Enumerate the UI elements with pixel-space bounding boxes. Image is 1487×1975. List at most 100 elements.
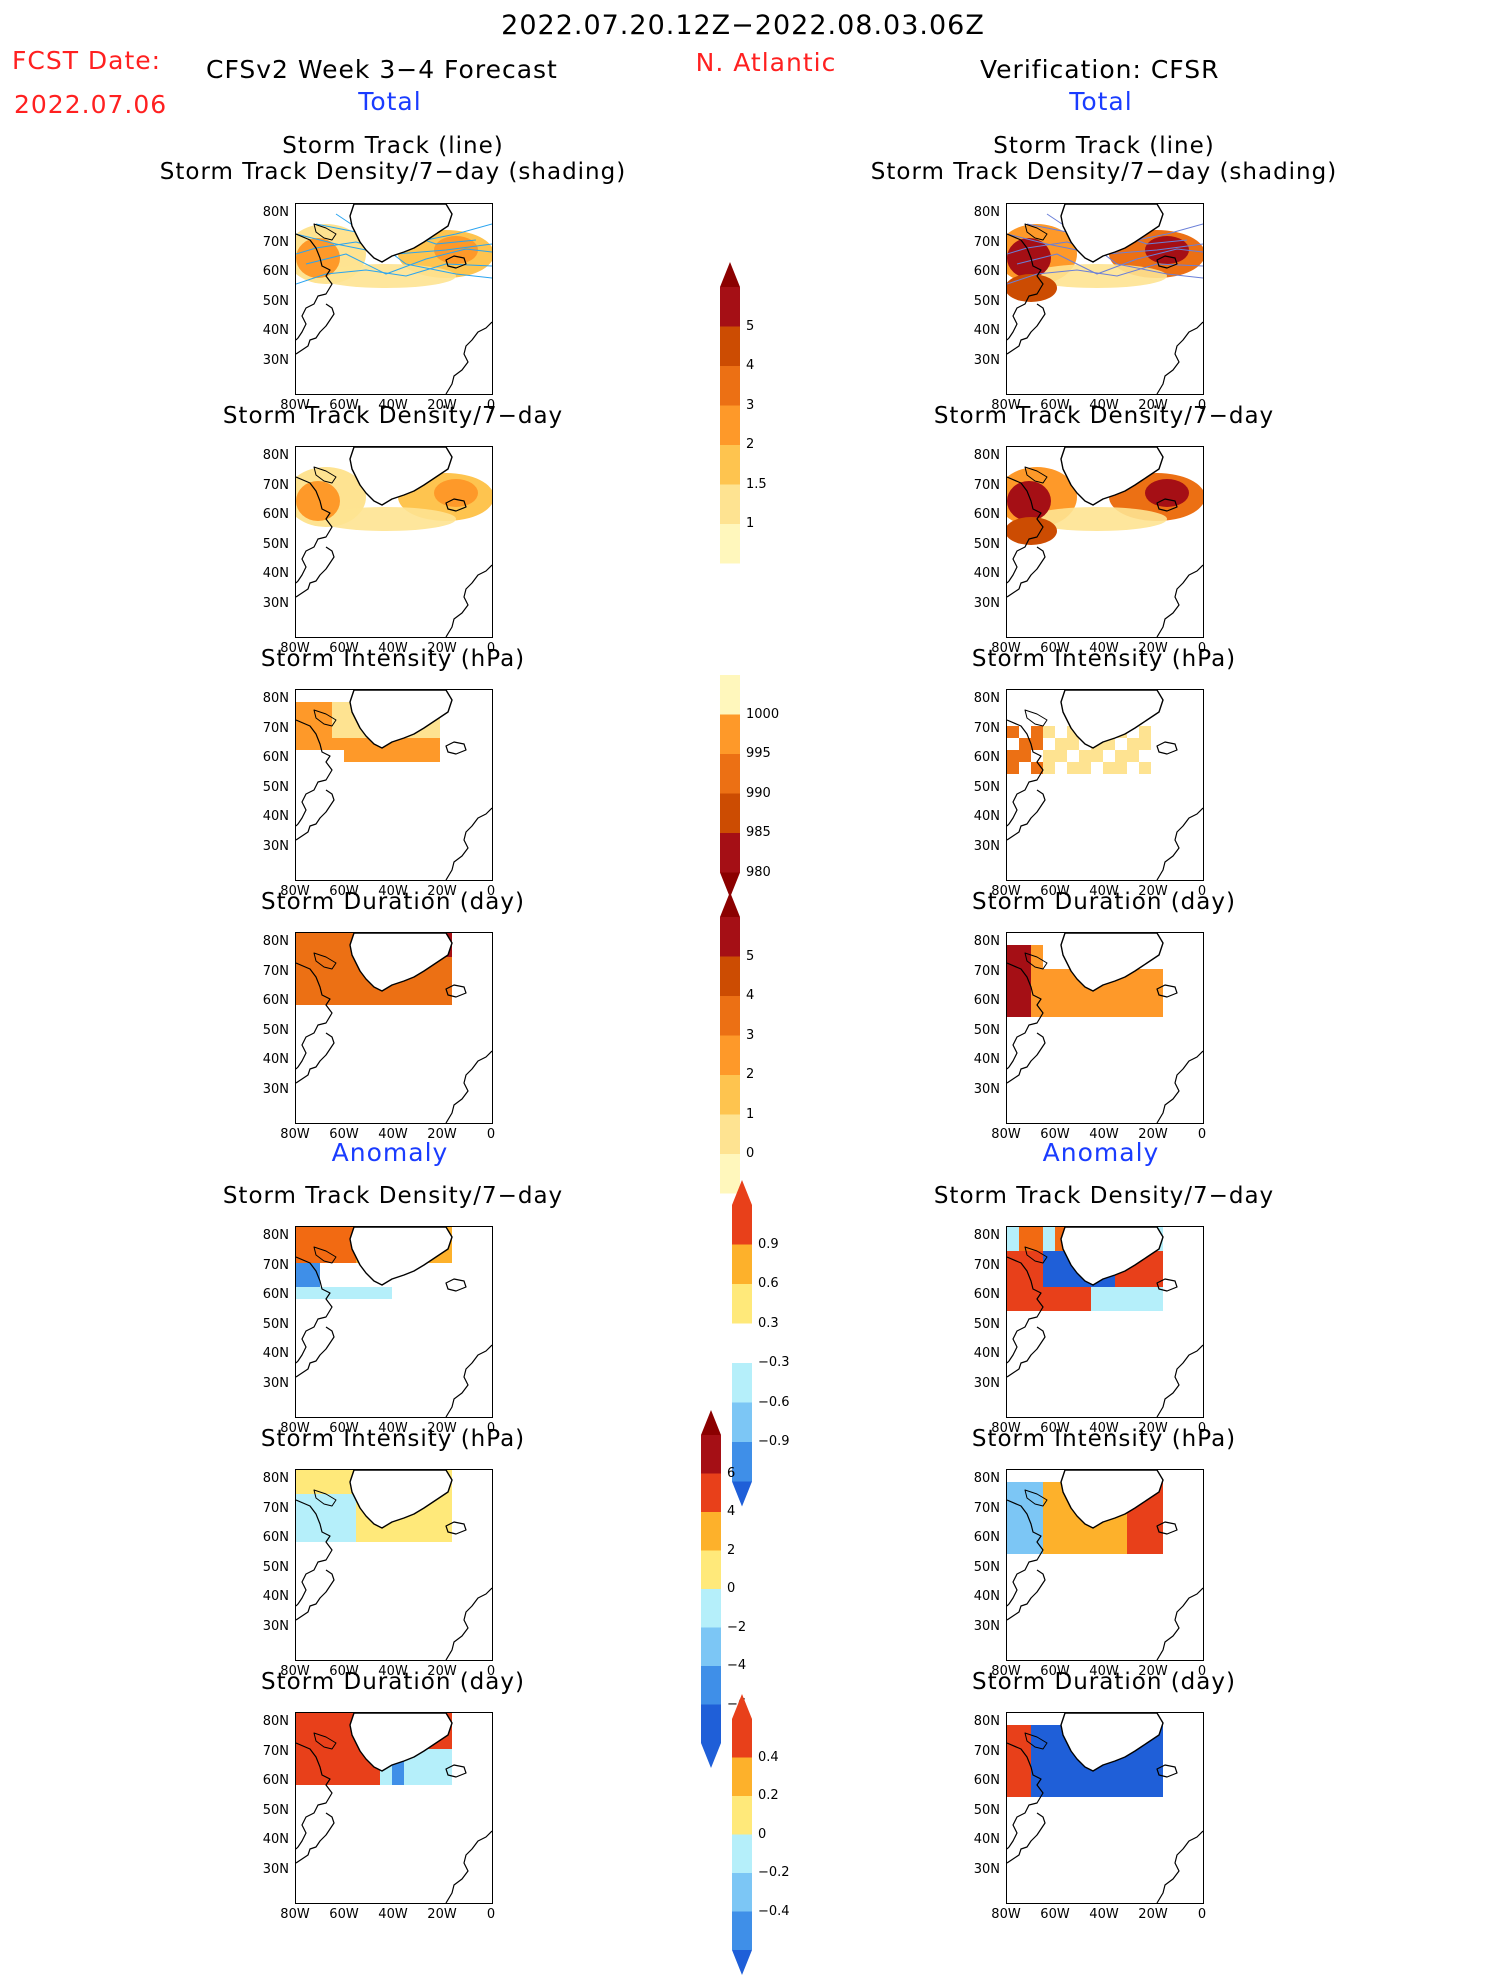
- iceland-coast: [445, 1521, 467, 1535]
- lon-tick-label: 20W: [1138, 641, 1168, 656]
- lat-tick-label: 60N: [262, 1287, 289, 1302]
- shading-cell: [1019, 1482, 1031, 1494]
- shading-cell: [1043, 1506, 1055, 1518]
- shading-cell: [1055, 1761, 1067, 1773]
- shading-cell: [1007, 1773, 1019, 1785]
- colorbar-top-arrow: [720, 650, 740, 675]
- shading-cell: [344, 1761, 356, 1773]
- map-panel: [295, 446, 493, 638]
- colorbar-segment: [720, 287, 740, 327]
- shading-cell: [332, 702, 344, 714]
- shading-cell: [344, 1773, 356, 1785]
- north-america-coast: [296, 1032, 335, 1084]
- iceland-coast: [1156, 255, 1178, 269]
- shading-cell: [1055, 993, 1067, 1005]
- shading-cell: [320, 726, 332, 738]
- shading-cell: [308, 1470, 320, 1482]
- colorbar-tick-label: 980: [746, 864, 771, 880]
- lon-tick-label: 40W: [378, 641, 408, 656]
- shading-cell: [1115, 981, 1127, 993]
- map-panel: [295, 689, 493, 881]
- shading-cell: [428, 1506, 440, 1518]
- lat-tick-label: 40N: [262, 1052, 289, 1067]
- lon-tick-label: 80W: [280, 884, 310, 899]
- lon-tick-label: 0: [486, 1127, 496, 1142]
- shading-cell: [428, 726, 440, 738]
- lat-tick-label: 30N: [973, 838, 1000, 854]
- panel-title: Storm Track Density/7−day: [222, 403, 564, 429]
- shading-cell: [320, 1749, 332, 1761]
- shading-cell: [440, 969, 452, 981]
- shading-cell: [332, 1470, 344, 1482]
- colorbar-segment: [701, 1512, 721, 1551]
- colorbar-segment: [701, 1666, 721, 1705]
- shading-cell: [1043, 1749, 1055, 1761]
- iceland-coast: [1156, 984, 1178, 998]
- lon-tick-label: 20W: [427, 398, 457, 413]
- shading-cell: [1151, 1506, 1163, 1518]
- shading-cell: [1151, 1251, 1163, 1263]
- shading-cell: [1103, 1785, 1115, 1797]
- shading-cell: [1127, 1287, 1139, 1299]
- lon-tick-label: 0: [1197, 1907, 1207, 1922]
- map-svg: [296, 933, 492, 1123]
- lon-tick-label: 20W: [427, 1907, 457, 1922]
- shading-cell: [428, 1749, 440, 1761]
- colorbar-tick-label: 985: [746, 825, 771, 840]
- right-anomaly-label: Anomaly: [1042, 1138, 1160, 1167]
- shading-cell: [296, 933, 308, 945]
- shading-cell: [332, 957, 344, 969]
- shading-cell: [1151, 1005, 1163, 1017]
- intensity-anom-colorbar: [697, 1410, 727, 1768]
- shading-cell: [1115, 1005, 1127, 1017]
- shading-cell: [332, 1749, 344, 1761]
- shading-cell: [1067, 1761, 1079, 1773]
- intensity-total-colorbar: [716, 650, 746, 898]
- shading-cell: [1127, 1299, 1139, 1311]
- shading-cell: [1019, 1494, 1031, 1506]
- lon-tick-label: 60W: [1040, 1664, 1070, 1679]
- shading-cell: [1007, 957, 1019, 969]
- lon-tick-label: 20W: [1138, 1664, 1168, 1679]
- shading-cell: [1031, 738, 1043, 750]
- map-svg: [1007, 447, 1203, 637]
- lat-tick-label: 40N: [973, 323, 1000, 338]
- shading-cell: [1079, 1287, 1091, 1299]
- colorbar-tick-label: −0.6: [758, 1394, 790, 1410]
- shading-cell: [392, 1773, 404, 1785]
- shading-cell: [296, 702, 308, 714]
- shading-cell: [1007, 1275, 1019, 1287]
- shading-cell: [1007, 1239, 1019, 1251]
- colorbar-segment: [732, 1873, 752, 1912]
- shading-cell: [1007, 726, 1019, 738]
- shading-blob: [316, 264, 456, 288]
- shading-cell: [1079, 1005, 1091, 1017]
- shading-cell: [1019, 1251, 1031, 1263]
- shading-cell: [308, 1227, 320, 1239]
- map-svg: [1007, 1227, 1203, 1417]
- shading-cell: [1007, 762, 1019, 774]
- lat-tick-label: 40N: [973, 566, 1000, 581]
- panel-title: Storm Duration (day): [261, 1669, 525, 1695]
- shading-cell: [1139, 762, 1151, 774]
- shading-cell: [1127, 1785, 1139, 1797]
- shading-cell: [1043, 993, 1055, 1005]
- shading-cell: [1019, 1761, 1031, 1773]
- shading-cell: [1115, 1761, 1127, 1773]
- shading-cell: [1019, 993, 1031, 1005]
- lat-tick-label: 70N: [262, 477, 289, 493]
- north-america-coast: [1007, 789, 1046, 841]
- shading-cell: [368, 750, 380, 762]
- lat-tick-label: 60N: [973, 1287, 1000, 1302]
- lat-tick-label: 40N: [973, 1589, 1000, 1604]
- europe-coast: [445, 321, 492, 394]
- shading-cell: [332, 1725, 344, 1737]
- lon-tick-label: 20W: [1138, 398, 1168, 413]
- shading-cell: [332, 714, 344, 726]
- shading-cell: [320, 1725, 332, 1737]
- lon-tick-label: 80W: [280, 1907, 310, 1922]
- shading-cell: [1151, 1749, 1163, 1761]
- baffin-coast: [1024, 1732, 1048, 1750]
- north-america-coast: [296, 789, 335, 841]
- lat-tick-label: 30N: [973, 1375, 1000, 1391]
